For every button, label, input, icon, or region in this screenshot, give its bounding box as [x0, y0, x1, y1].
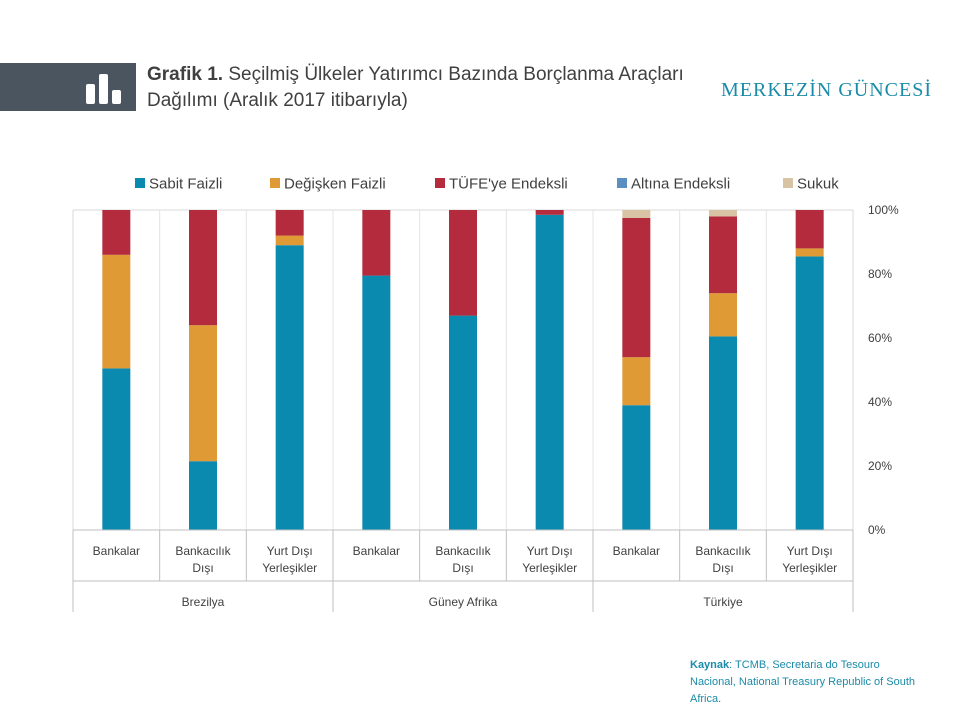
- legend-swatch: [617, 178, 627, 188]
- x-tick-label: Bankalar: [93, 544, 140, 558]
- bar-segment: [102, 254, 131, 369]
- stacked-bar-chart: Sabit Faizli Değişken Faizli TÜFE'ye Endek…: [72, 175, 899, 612]
- y-tick-label: 20%: [868, 459, 892, 473]
- bar-segment: [362, 210, 391, 276]
- legend-swatch: [435, 178, 445, 188]
- y-tick-label: 100%: [868, 203, 899, 217]
- bar-segment: [189, 461, 217, 530]
- bar-segment: [709, 336, 737, 530]
- legend-swatch: [270, 178, 280, 188]
- bar-segment: [275, 245, 304, 530]
- bar-segment: [622, 210, 651, 218]
- legend-label: Değişken Faizli: [284, 176, 386, 193]
- x-tick-label: Yurt Dışı Yerleşikler: [782, 544, 837, 575]
- bar-segment: [795, 256, 824, 530]
- grid: [72, 209, 854, 530]
- source-text: : TCMB, Secretaria do Tesouro Nacional, …: [690, 659, 916, 705]
- x-axis-labels: Bankalar Bankacılık Dışı Yurt Dışı Yerleşikl…: [72, 529, 854, 612]
- title-text: Seçilmiş Ülkeler Yatırımcı Bazında Borçl…: [147, 64, 684, 111]
- x-tick-label: Bankacılık Dışı: [435, 544, 491, 575]
- y-tick-label: 40%: [868, 395, 892, 409]
- group-label: Türkiye: [703, 595, 743, 609]
- y-axis-ticks: 0% 20% 40% 60% 80% 100%: [868, 203, 899, 537]
- bar-segment: [622, 357, 651, 406]
- title-number: Grafik 1.: [147, 64, 224, 85]
- group-label: Brezilya: [182, 595, 225, 609]
- chart-title: Grafik 1. Seçilmiş Ülkeler Yatırımcı Baz…: [147, 62, 687, 114]
- legend-label: Sabit Faizli: [149, 176, 222, 193]
- bar-segment: [102, 368, 131, 530]
- bar-segment: [535, 210, 564, 215]
- y-tick-label: 60%: [868, 331, 892, 345]
- x-tick-label: Yurt Dışı Yerleşikler: [522, 544, 577, 575]
- bar-segment: [709, 216, 737, 294]
- x-tick-label: Bankacılık Dışı: [695, 544, 751, 575]
- bar-segment: [795, 210, 824, 249]
- legend: Sabit Faizli Değişken Faizli TÜFE'ye Endek…: [135, 175, 839, 193]
- y-tick-label: 80%: [868, 267, 892, 281]
- bar-segment: [102, 210, 131, 255]
- bars: [102, 210, 824, 531]
- bar-segment: [189, 325, 217, 462]
- y-tick-label: 0%: [868, 523, 886, 537]
- brand-logo-text: MERKEZİN GÜNCESİ: [721, 79, 932, 101]
- bar-segment: [795, 248, 824, 257]
- legend-label: Altına Endeksli: [631, 176, 730, 193]
- x-tick-label: Bankalar: [613, 544, 660, 558]
- legend-label: Sukuk: [797, 176, 839, 193]
- x-tick-label: Bankalar: [353, 544, 400, 558]
- bar-segment: [535, 214, 564, 531]
- bar-segment: [709, 210, 737, 217]
- bar-segment: [275, 235, 304, 246]
- bar-segment: [449, 210, 477, 316]
- legend-swatch: [783, 178, 793, 188]
- group-label: Güney Afrika: [429, 595, 498, 609]
- source-note: Kaynak: TCMB, Secretaria do Tesouro Naci…: [690, 657, 920, 708]
- x-tick-label: Bankacılık Dışı: [175, 544, 231, 575]
- bar-segment: [362, 275, 391, 530]
- x-tick-label: Yurt Dışı Yerleşikler: [262, 544, 317, 575]
- bar-segment: [709, 293, 737, 337]
- bar-segment: [622, 405, 651, 530]
- legend-label: TÜFE'ye Endeksli: [449, 175, 568, 193]
- source-label: Kaynak: [690, 659, 730, 671]
- bar-segment: [189, 210, 217, 326]
- legend-swatch: [135, 178, 145, 188]
- bar-segment: [275, 210, 304, 236]
- bar-segment: [449, 315, 477, 530]
- bar-segment: [622, 218, 651, 358]
- bar-chart-icon: [86, 74, 121, 104]
